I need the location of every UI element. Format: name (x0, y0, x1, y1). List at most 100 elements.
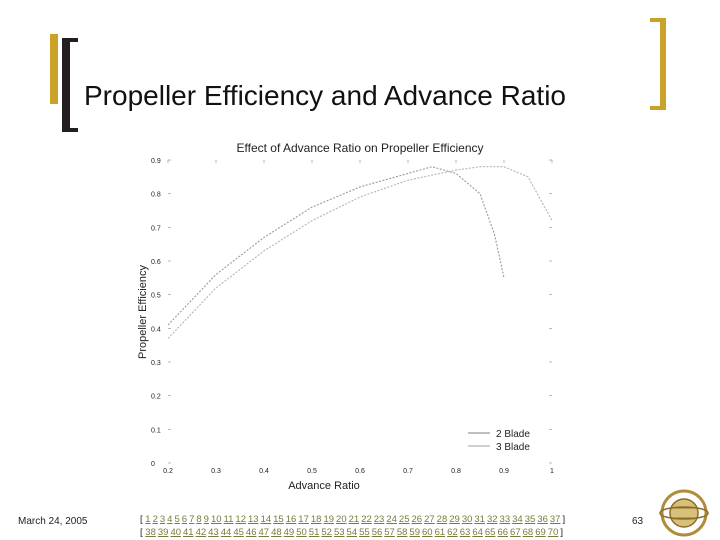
x-tick-label: 1 (550, 468, 554, 475)
y-tick-label: 0.4 (151, 326, 161, 333)
series-line-1 (167, 166, 553, 339)
nav-link-24[interactable]: 24 (386, 514, 397, 525)
nav-link-45[interactable]: 45 (233, 527, 244, 538)
nav-link-62[interactable]: 62 (447, 527, 458, 538)
nav-link-25[interactable]: 25 (398, 514, 410, 525)
nav-link-27[interactable]: 27 (424, 514, 435, 525)
x-tick-label: 0.8 (451, 468, 461, 475)
nav-link-70[interactable]: 70 (547, 527, 559, 538)
nav-link-60[interactable]: 60 (422, 527, 433, 538)
nav-link-23[interactable]: 23 (373, 514, 385, 525)
nav-link-58[interactable]: 58 (396, 527, 408, 538)
nav-link-28[interactable]: 28 (436, 514, 448, 525)
y-tick-label: 0.5 (151, 293, 161, 300)
nav-link-31[interactable]: 31 (474, 514, 485, 525)
nav-link-49[interactable]: 49 (283, 527, 295, 538)
nav-link-13[interactable]: 13 (247, 514, 259, 525)
x-tick-label: 0.6 (355, 468, 365, 475)
x-tick-label: 0.5 (307, 468, 317, 475)
nav-link-65[interactable]: 65 (484, 527, 496, 538)
x-tick-label: 0.2 (163, 468, 173, 475)
nav-link-2[interactable]: 2 (152, 514, 158, 525)
nav-line-1: [ 1 2 3 4 5 6 7 8 9 10 11 12 13 14 15 16 17 18 19 20 21 22 23 2… (140, 514, 566, 525)
nav-link-64[interactable]: 64 (472, 527, 483, 538)
slide-title: Propeller Efficiency and Advance Ratio (84, 80, 566, 111)
x-tick-label: 0.4 (259, 468, 269, 475)
nav-link-50[interactable]: 50 (296, 527, 307, 538)
x-axis-label: Advance Ratio (288, 480, 360, 492)
y-tick-label: 0.8 (151, 192, 161, 199)
nav-link-14[interactable]: 14 (260, 514, 272, 525)
series-line-0 (167, 166, 505, 326)
nav-link-18[interactable]: 18 (310, 514, 322, 525)
y-tick-label: 0.7 (151, 225, 161, 232)
nav-link-11[interactable]: 11 (223, 514, 234, 525)
y-tick-label: 0 (151, 461, 155, 468)
nav-link-29[interactable]: 29 (449, 514, 460, 525)
nav-link-32[interactable]: 32 (486, 514, 498, 525)
nav-link-21[interactable]: 21 (348, 514, 360, 525)
nav-link-4[interactable]: 4 (167, 514, 173, 525)
nav-link-38[interactable]: 38 (145, 527, 156, 538)
nav-link-56[interactable]: 56 (371, 527, 383, 538)
nav-link-37[interactable]: 37 (549, 514, 561, 525)
nav-link-26[interactable]: 26 (411, 514, 423, 525)
nav-link-59[interactable]: 59 (409, 527, 420, 538)
y-tick-label: 0.3 (151, 360, 161, 367)
nav-link-12[interactable]: 12 (235, 514, 246, 525)
nav-link-33[interactable]: 33 (499, 514, 511, 525)
nav-link-44[interactable]: 44 (220, 527, 232, 538)
nav-link-67[interactable]: 67 (510, 527, 521, 538)
footer-date: March 24, 2005 (18, 516, 88, 527)
nav-link-52[interactable]: 52 (321, 527, 332, 538)
nav-link-5[interactable]: 5 (174, 514, 180, 525)
accent-bar (50, 34, 58, 104)
nav-link-57[interactable]: 57 (384, 527, 395, 538)
nav-link-19[interactable]: 19 (323, 514, 335, 525)
nav-link-54[interactable]: 54 (346, 527, 358, 538)
nav-line-2: [ 38 39 40 41 42 43 44 45 46 47 48 49 50 51 52 53 54 55 56… (140, 527, 563, 538)
nav-link-53[interactable]: 53 (333, 527, 345, 538)
nav-link-61[interactable]: 61 (434, 527, 446, 538)
nav-link-20[interactable]: 20 (336, 514, 347, 525)
nav-link-34[interactable]: 34 (512, 514, 523, 525)
nav-link-66[interactable]: 66 (497, 527, 509, 538)
nav-link-69[interactable]: 69 (535, 527, 546, 538)
seal-logo-icon (659, 489, 709, 537)
nav-link-48[interactable]: 48 (271, 527, 282, 538)
nav-link-68[interactable]: 68 (522, 527, 534, 538)
nav-link-16[interactable]: 16 (285, 514, 297, 525)
right-bracket-decoration (650, 18, 666, 110)
page-number: 63 (632, 516, 644, 527)
nav-link-63[interactable]: 63 (459, 527, 471, 538)
nav-link-9[interactable]: 9 (203, 514, 209, 525)
x-tick-label: 0.9 (499, 468, 509, 475)
nav-link-8[interactable]: 8 (196, 514, 202, 525)
nav-link-42[interactable]: 42 (195, 527, 207, 538)
nav-link-35[interactable]: 35 (524, 514, 536, 525)
y-tick-label: 0.6 (151, 259, 161, 266)
legend-label-0: 2 Blade (496, 429, 530, 440)
nav-link-1[interactable]: 1 (145, 514, 151, 525)
legend-label-1: 3 Blade (496, 442, 530, 453)
nav-link-15[interactable]: 15 (273, 514, 284, 525)
nav-link-6[interactable]: 6 (181, 514, 188, 525)
nav-link-43[interactable]: 43 (208, 527, 219, 538)
nav-link-55[interactable]: 55 (359, 527, 370, 538)
nav-link-30[interactable]: 30 (461, 514, 473, 525)
nav-link-10[interactable]: 10 (210, 514, 222, 525)
nav-link-41[interactable]: 41 (183, 527, 194, 538)
slide-navigation: [ 1 2 3 4 5 6 7 8 9 10 11 12 13 14 15 16 17 18 19 20 21 22 23 2… (140, 513, 610, 539)
nav-link-39[interactable]: 39 (157, 527, 169, 538)
nav-link-7[interactable]: 7 (189, 514, 195, 525)
nav-link-17[interactable]: 17 (298, 514, 309, 525)
nav-link-3[interactable]: 3 (159, 514, 166, 525)
nav-link-22[interactable]: 22 (361, 514, 372, 525)
nav-link-51[interactable]: 51 (308, 527, 320, 538)
nav-link-40[interactable]: 40 (170, 527, 182, 538)
nav-link-36[interactable]: 36 (537, 514, 548, 525)
nav-link-46[interactable]: 46 (245, 527, 257, 538)
nav-link-47[interactable]: 47 (258, 527, 270, 538)
y-tick-label: 0.2 (151, 394, 161, 401)
